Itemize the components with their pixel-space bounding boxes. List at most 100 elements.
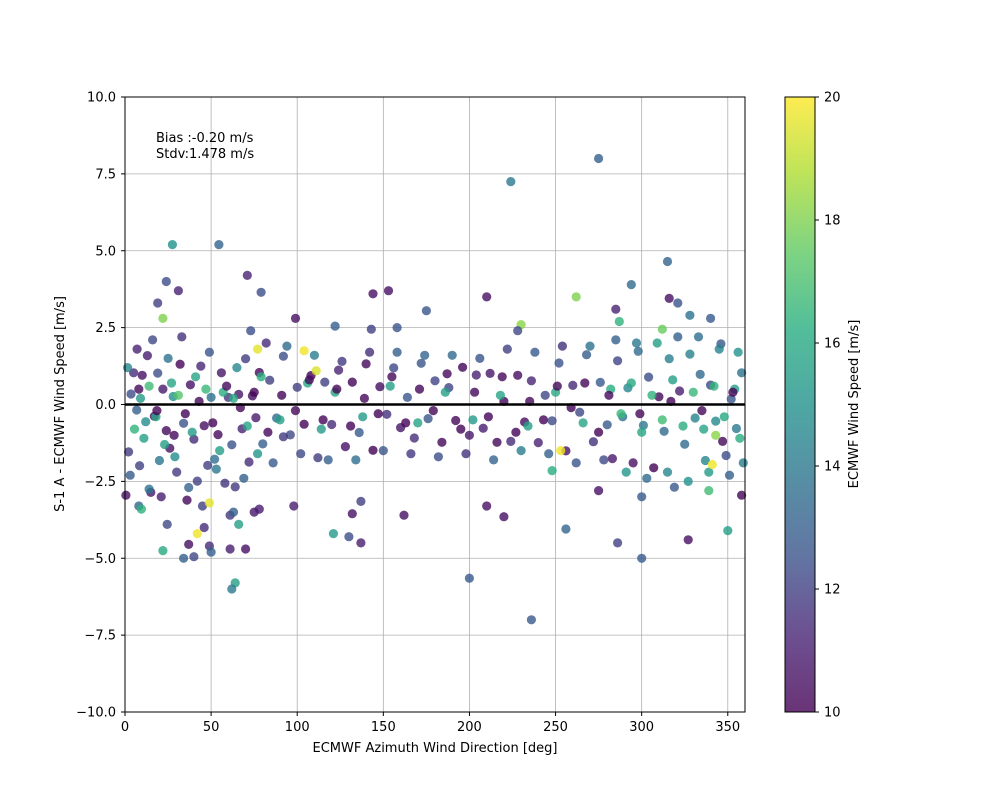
data-point bbox=[654, 392, 664, 402]
data-point bbox=[189, 434, 199, 444]
data-point bbox=[594, 427, 604, 437]
data-point bbox=[416, 358, 426, 368]
colorbar-label: ECMWF Wind Speed [m/s] bbox=[847, 320, 862, 489]
colorbar-frame bbox=[784, 96, 816, 713]
data-point bbox=[594, 486, 604, 496]
x-tick-label: 250 bbox=[543, 720, 568, 735]
data-point bbox=[704, 467, 714, 477]
data-point bbox=[738, 458, 748, 468]
colorbar-tick-label: 18 bbox=[824, 214, 841, 229]
data-point bbox=[582, 350, 592, 360]
data-point bbox=[375, 382, 385, 392]
data-point bbox=[731, 423, 742, 434]
data-point bbox=[664, 293, 674, 303]
data-point bbox=[365, 347, 375, 357]
data-point bbox=[594, 153, 604, 164]
data-point bbox=[201, 384, 211, 394]
data-point bbox=[175, 359, 185, 369]
data-point bbox=[162, 519, 172, 530]
data-point bbox=[191, 372, 201, 382]
data-point bbox=[148, 335, 158, 345]
y-tick-label: 10.0 bbox=[87, 91, 116, 106]
data-point bbox=[652, 338, 662, 348]
data-point bbox=[210, 454, 220, 464]
data-point bbox=[254, 504, 264, 514]
data-point bbox=[129, 424, 140, 434]
data-point bbox=[437, 437, 447, 447]
data-point bbox=[637, 427, 647, 437]
data-point bbox=[433, 452, 443, 462]
data-point bbox=[690, 413, 700, 423]
data-point bbox=[358, 412, 368, 422]
data-point bbox=[373, 409, 383, 419]
data-point bbox=[278, 432, 288, 442]
data-point bbox=[144, 484, 154, 494]
data-point bbox=[225, 544, 235, 554]
data-point bbox=[211, 464, 221, 474]
data-point bbox=[401, 418, 411, 428]
data-point bbox=[588, 437, 599, 447]
data-point bbox=[571, 458, 581, 468]
data-point bbox=[704, 486, 714, 496]
data-point bbox=[125, 470, 135, 480]
data-point bbox=[232, 363, 242, 373]
data-point bbox=[621, 467, 631, 477]
x-axis-ticks: 0 50 100 150 200 250 300 350 bbox=[121, 712, 740, 735]
data-point bbox=[185, 380, 195, 390]
data-point bbox=[204, 498, 214, 508]
data-point bbox=[626, 280, 636, 290]
data-point bbox=[290, 406, 301, 416]
data-point bbox=[402, 392, 412, 402]
data-point bbox=[556, 446, 566, 456]
data-point bbox=[561, 524, 571, 534]
data-point bbox=[657, 415, 667, 425]
data-point bbox=[678, 421, 688, 431]
data-point bbox=[132, 405, 142, 415]
data-point bbox=[156, 492, 166, 502]
data-point bbox=[173, 390, 183, 400]
data-point bbox=[387, 372, 397, 382]
data-point bbox=[356, 538, 366, 548]
data-point bbox=[154, 455, 164, 466]
data-point bbox=[413, 418, 423, 428]
data-point bbox=[635, 409, 645, 419]
data-point bbox=[497, 372, 507, 382]
data-point bbox=[124, 447, 134, 457]
data-point bbox=[442, 369, 452, 379]
data-point bbox=[282, 341, 292, 351]
data-point bbox=[296, 449, 306, 459]
data-point bbox=[239, 473, 249, 483]
data-point bbox=[471, 370, 481, 380]
data-point bbox=[675, 386, 685, 396]
data-point bbox=[167, 240, 177, 250]
data-point bbox=[249, 387, 259, 397]
y-tick-label: 7.5 bbox=[95, 167, 116, 182]
data-point bbox=[385, 381, 395, 391]
data-point bbox=[489, 455, 499, 465]
data-point bbox=[611, 304, 621, 314]
data-point bbox=[495, 390, 505, 400]
data-point bbox=[366, 324, 376, 334]
data-point bbox=[423, 414, 433, 424]
data-point bbox=[213, 430, 223, 440]
data-point bbox=[327, 419, 337, 430]
data-point bbox=[177, 332, 187, 342]
data-point bbox=[513, 326, 523, 336]
data-point bbox=[685, 349, 695, 359]
data-point bbox=[141, 417, 151, 427]
data-point bbox=[451, 415, 461, 426]
data-point bbox=[383, 286, 394, 296]
data-point bbox=[718, 436, 728, 446]
data-point bbox=[406, 449, 416, 459]
data-point bbox=[511, 427, 521, 437]
colorbar-tick-label: 12 bbox=[824, 583, 841, 598]
data-point bbox=[580, 378, 590, 388]
data-point bbox=[626, 378, 636, 388]
data-point bbox=[265, 375, 275, 385]
data-point bbox=[714, 344, 724, 354]
y-tick-label: 2.5 bbox=[95, 321, 116, 336]
y-axis-ticks: −10.0 −7.5 −5.0 −2.5 0.0 2.5 5.0 7.5 10.0 bbox=[76, 91, 125, 721]
data-point bbox=[669, 482, 680, 492]
data-point bbox=[599, 455, 609, 465]
data-point bbox=[719, 412, 729, 422]
